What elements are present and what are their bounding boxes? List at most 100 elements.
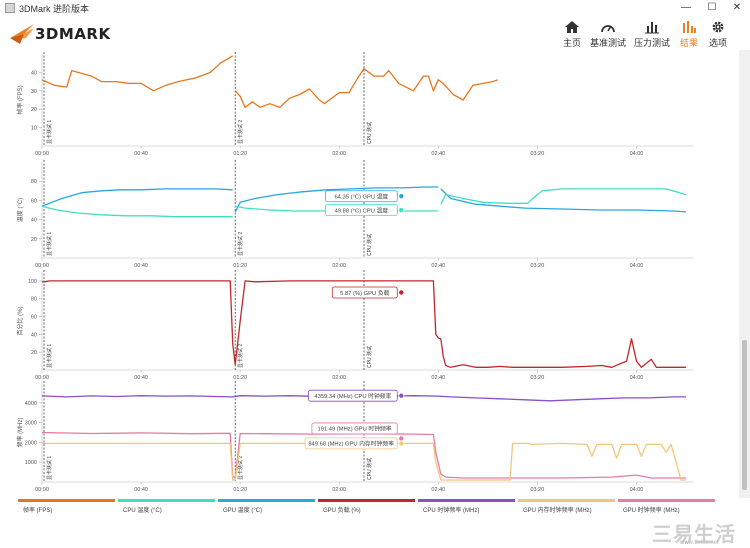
scrollbar-thumb[interactable] (742, 340, 747, 490)
section-label: 显卡测试 1 (46, 232, 53, 256)
y-tick-label: 20 (31, 107, 37, 113)
legend-label: GPU 内存时钟频率 (MHz) (523, 508, 592, 514)
legend-label: CPU 温度 (°C) (123, 508, 162, 514)
x-tick-label: 04:00 (630, 487, 644, 493)
section-label: CPU 测试 (366, 346, 373, 368)
legend-swatch (418, 499, 515, 502)
x-tick-label: 03:20 (531, 375, 545, 381)
x-tick-label: 04:00 (630, 263, 644, 269)
section-label: CPU 测试 (366, 458, 373, 480)
hover-point (398, 207, 405, 214)
maximize-button[interactable]: ☐ (707, 2, 717, 13)
monitoring-charts: 10 20 30 40 帧率 (FPS) 00:00 00:40 01:20 02:00 02:4… (16, 52, 694, 493)
hover-point (398, 392, 405, 399)
nav-stress-tests[interactable]: 压力测试 (634, 20, 670, 48)
x-tick-label: 00:40 (134, 151, 148, 157)
bar-chart-icon (645, 22, 659, 34)
x-tick-label: 00:00 (35, 487, 49, 493)
series-line (42, 280, 686, 368)
nav-label: 选项 (708, 38, 727, 48)
y-axis-label: 帧率 (FPS) (16, 85, 24, 114)
tooltip-text: 4359.34 (MHz) CPU 时钟频率 (314, 392, 391, 400)
legend-swatch (318, 499, 415, 502)
nav-results[interactable]: 结果 (678, 20, 700, 48)
legend-swatch (118, 499, 215, 502)
y-tick-label: 2000 (25, 440, 37, 446)
x-tick-label: 03:20 (531, 487, 545, 493)
x-tick-label: 00:40 (134, 375, 148, 381)
y-tick-label: 60 (31, 198, 37, 204)
3dmark-logo: 3DMARK (10, 22, 110, 48)
tooltip-text: 5.87 (%) GPU 负载 (340, 289, 389, 297)
home-icon (565, 21, 579, 33)
series-line (234, 186, 439, 213)
y-tick-label: 100 (28, 279, 37, 285)
x-tick-label: 00:40 (134, 263, 148, 269)
section-label: 显卡测试 2 (237, 120, 244, 144)
tooltip-text: 64.35 (°C) GPU 温度 (334, 193, 388, 201)
y-tick-label: 40 (31, 332, 37, 338)
x-tick-label: 02:40 (431, 151, 445, 157)
tooltip-box (325, 190, 398, 203)
x-tick-label: 04:00 (630, 151, 644, 157)
series-line (41, 205, 233, 218)
x-tick-label: 01:20 (233, 151, 247, 157)
tooltip-text: 49.88 (°C) CPU 温度 (335, 206, 389, 214)
window-title: 3DMark 进阶版本 (19, 4, 90, 14)
nav-label: 主页 (562, 38, 581, 48)
x-tick-label: 02:00 (332, 263, 346, 269)
legend-swatch (218, 499, 315, 502)
hover-point (398, 435, 405, 442)
logo-text: 3DMARK (35, 25, 111, 43)
x-tick-label: 01:20 (233, 375, 247, 381)
vertical-scrollbar[interactable] (739, 50, 750, 498)
x-tick-label: 03:20 (531, 151, 545, 157)
nav-benchmarks[interactable]: 基准测试 (590, 20, 626, 48)
gauge-icon (601, 25, 615, 33)
section-label: 显卡测试 1 (46, 344, 53, 368)
section-label: 显卡测试 2 (237, 344, 244, 368)
y-tick-label: 30 (31, 89, 37, 95)
y-tick-label: 60 (31, 315, 37, 321)
section-label: CPU 测试 (366, 122, 373, 144)
x-tick-label: 00:00 (35, 263, 49, 269)
watermark-url: www.3elife.net (680, 540, 719, 546)
x-tick-label: 02:40 (431, 375, 445, 381)
series-line (41, 188, 233, 207)
series-line (41, 55, 234, 92)
y-axis-label: 百分比 (%) (16, 306, 24, 335)
section-label: CPU 测试 (366, 234, 373, 256)
hover-point (398, 440, 405, 447)
y-tick-label: 80 (31, 179, 37, 185)
section-label: 显卡测试 1 (46, 456, 53, 480)
nav-home[interactable]: 主页 (560, 20, 584, 48)
minimize-button[interactable]: — (681, 2, 691, 13)
close-button[interactable]: ✕ (732, 2, 742, 13)
gear-icon (712, 21, 724, 33)
x-tick-label: 02:00 (332, 487, 346, 493)
legend-label: CPU 时钟频率 (MHz) (423, 508, 480, 514)
x-tick-label: 00:40 (134, 487, 148, 493)
x-tick-label: 01:20 (233, 487, 247, 493)
nav-options[interactable]: 选项 (706, 20, 730, 48)
y-tick-label: 1000 (25, 460, 37, 466)
tooltip-box (331, 286, 398, 299)
legend-swatch (518, 499, 615, 502)
y-tick-label: 4000 (25, 401, 37, 407)
hover-point (398, 289, 405, 296)
nav-label: 基准测试 (590, 38, 627, 48)
legend-label: GPU 时钟频率 (MHz) (623, 508, 680, 514)
y-tick-label: 40 (31, 70, 37, 76)
nav-label: 压力测试 (634, 38, 671, 48)
legend-swatch (618, 499, 715, 502)
y-tick-label: 40 (31, 218, 37, 224)
x-tick-label: 02:00 (332, 375, 346, 381)
series-line (440, 188, 687, 205)
hover-point (398, 193, 405, 200)
y-axis-label: 频率 (MHz) (16, 418, 24, 448)
legend-label: 帧率 (FPS) (23, 508, 53, 514)
y-tick-label: 10 (31, 126, 37, 132)
logo-flame-icon (10, 24, 34, 44)
x-tick-label: 02:40 (431, 263, 445, 269)
section-label: 显卡测试 1 (46, 120, 53, 144)
